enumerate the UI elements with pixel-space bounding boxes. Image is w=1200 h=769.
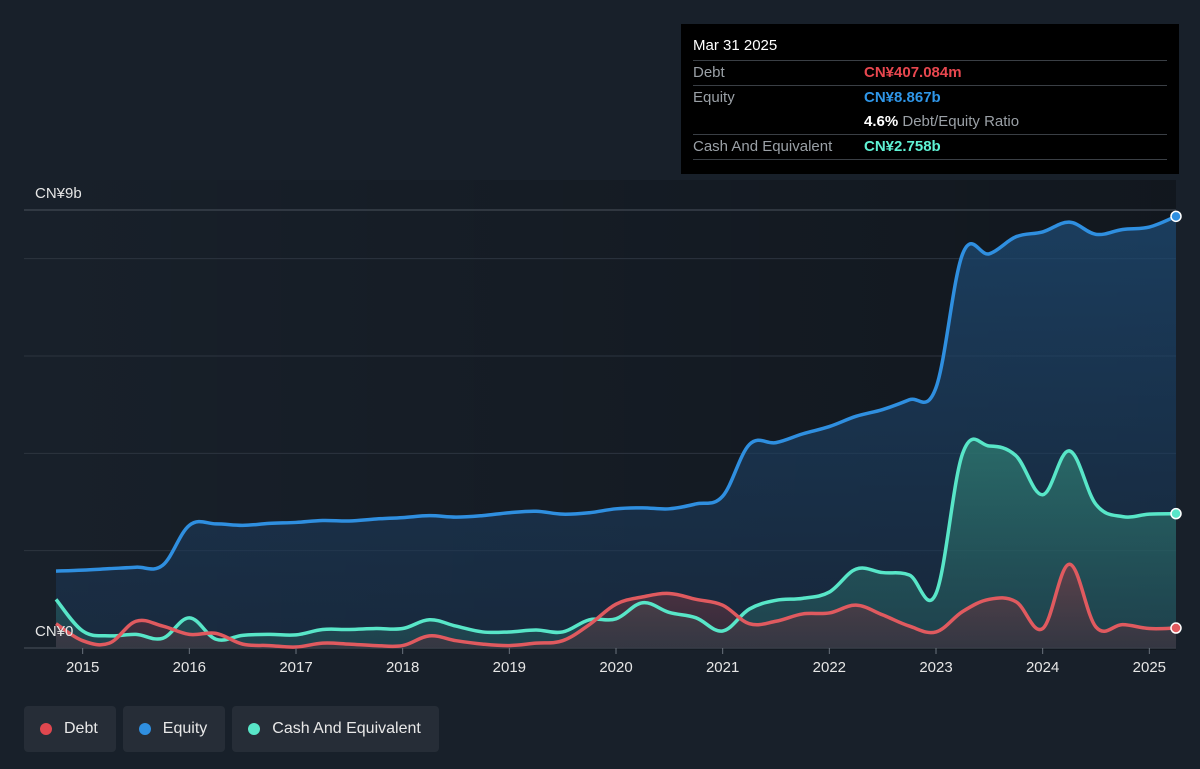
legend-item-equity[interactable]: Equity (122, 706, 226, 752)
tooltip-panel: Mar 31 2025 Debt CN¥407.084m Equity CN¥8… (681, 24, 1179, 174)
x-tick-label: 2024 (1026, 659, 1059, 676)
x-tick-label: 2025 (1133, 659, 1166, 676)
x-tick-label: 2016 (173, 659, 206, 676)
legend-dot-equity (138, 723, 151, 735)
tooltip-row-ratio: 4.6% Debt/Equity Ratio (693, 110, 1167, 134)
debt-endpoint (1170, 622, 1182, 634)
x-tick-label: 2021 (706, 659, 739, 676)
x-tick-label: 2020 (599, 659, 632, 676)
equity-endpoint (1170, 210, 1182, 223)
tooltip-cash-label: Cash And Equivalent (693, 138, 833, 155)
cash-endpoint (1170, 507, 1182, 520)
tooltip-ratio: 4.6% Debt/Equity Ratio (864, 110, 1019, 134)
legend-dot-debt (40, 723, 52, 735)
tooltip-ratio-value: 4.6% (864, 113, 899, 130)
tooltip-row-equity: Equity CN¥8.867b (693, 85, 1167, 110)
x-tick-label: 2018 (386, 659, 419, 676)
x-tick-label: 2019 (493, 659, 526, 676)
tooltip-debt-value: CN¥407.084m (864, 64, 962, 81)
tooltip-row-debt: Debt CN¥407.084m (693, 60, 1167, 85)
y-label-bottom: CN¥0 (35, 623, 73, 640)
x-tick-label: 2022 (813, 659, 846, 676)
tooltip-row-cash: Cash And Equivalent CN¥2.758b (693, 134, 1167, 160)
tooltip-debt-label: Debt (693, 64, 725, 81)
legend: Debt Equity Cash And Equivalent (24, 706, 439, 752)
x-tick-label: 2017 (279, 659, 312, 676)
legend-label-equity: Equity (162, 720, 208, 737)
x-tick-label: 2023 (919, 659, 952, 676)
equity-line (55, 214, 1177, 573)
legend-label-cash: Cash And Equivalent (272, 720, 421, 737)
equity-area (56, 216, 1176, 648)
x-tick-label: 2015 (66, 659, 99, 676)
y-label-top: CN¥9b (35, 185, 82, 202)
legend-label-debt: Debt (64, 720, 98, 737)
tooltip-cash-value: CN¥2.758b (864, 138, 941, 155)
tooltip-date: Mar 31 2025 (693, 37, 778, 54)
legend-item-cash[interactable]: Cash And Equivalent (232, 706, 439, 752)
tooltip-ratio-label: Debt/Equity Ratio (902, 113, 1020, 130)
tooltip-equity-value: CN¥8.867b (864, 89, 941, 106)
cash-area (56, 439, 1176, 648)
legend-dot-cash (248, 723, 261, 735)
legend-item-debt[interactable]: Debt (24, 706, 116, 752)
tooltip-equity-label: Equity (693, 89, 735, 106)
cash-line (54, 437, 1177, 642)
debt-line (55, 562, 1177, 649)
